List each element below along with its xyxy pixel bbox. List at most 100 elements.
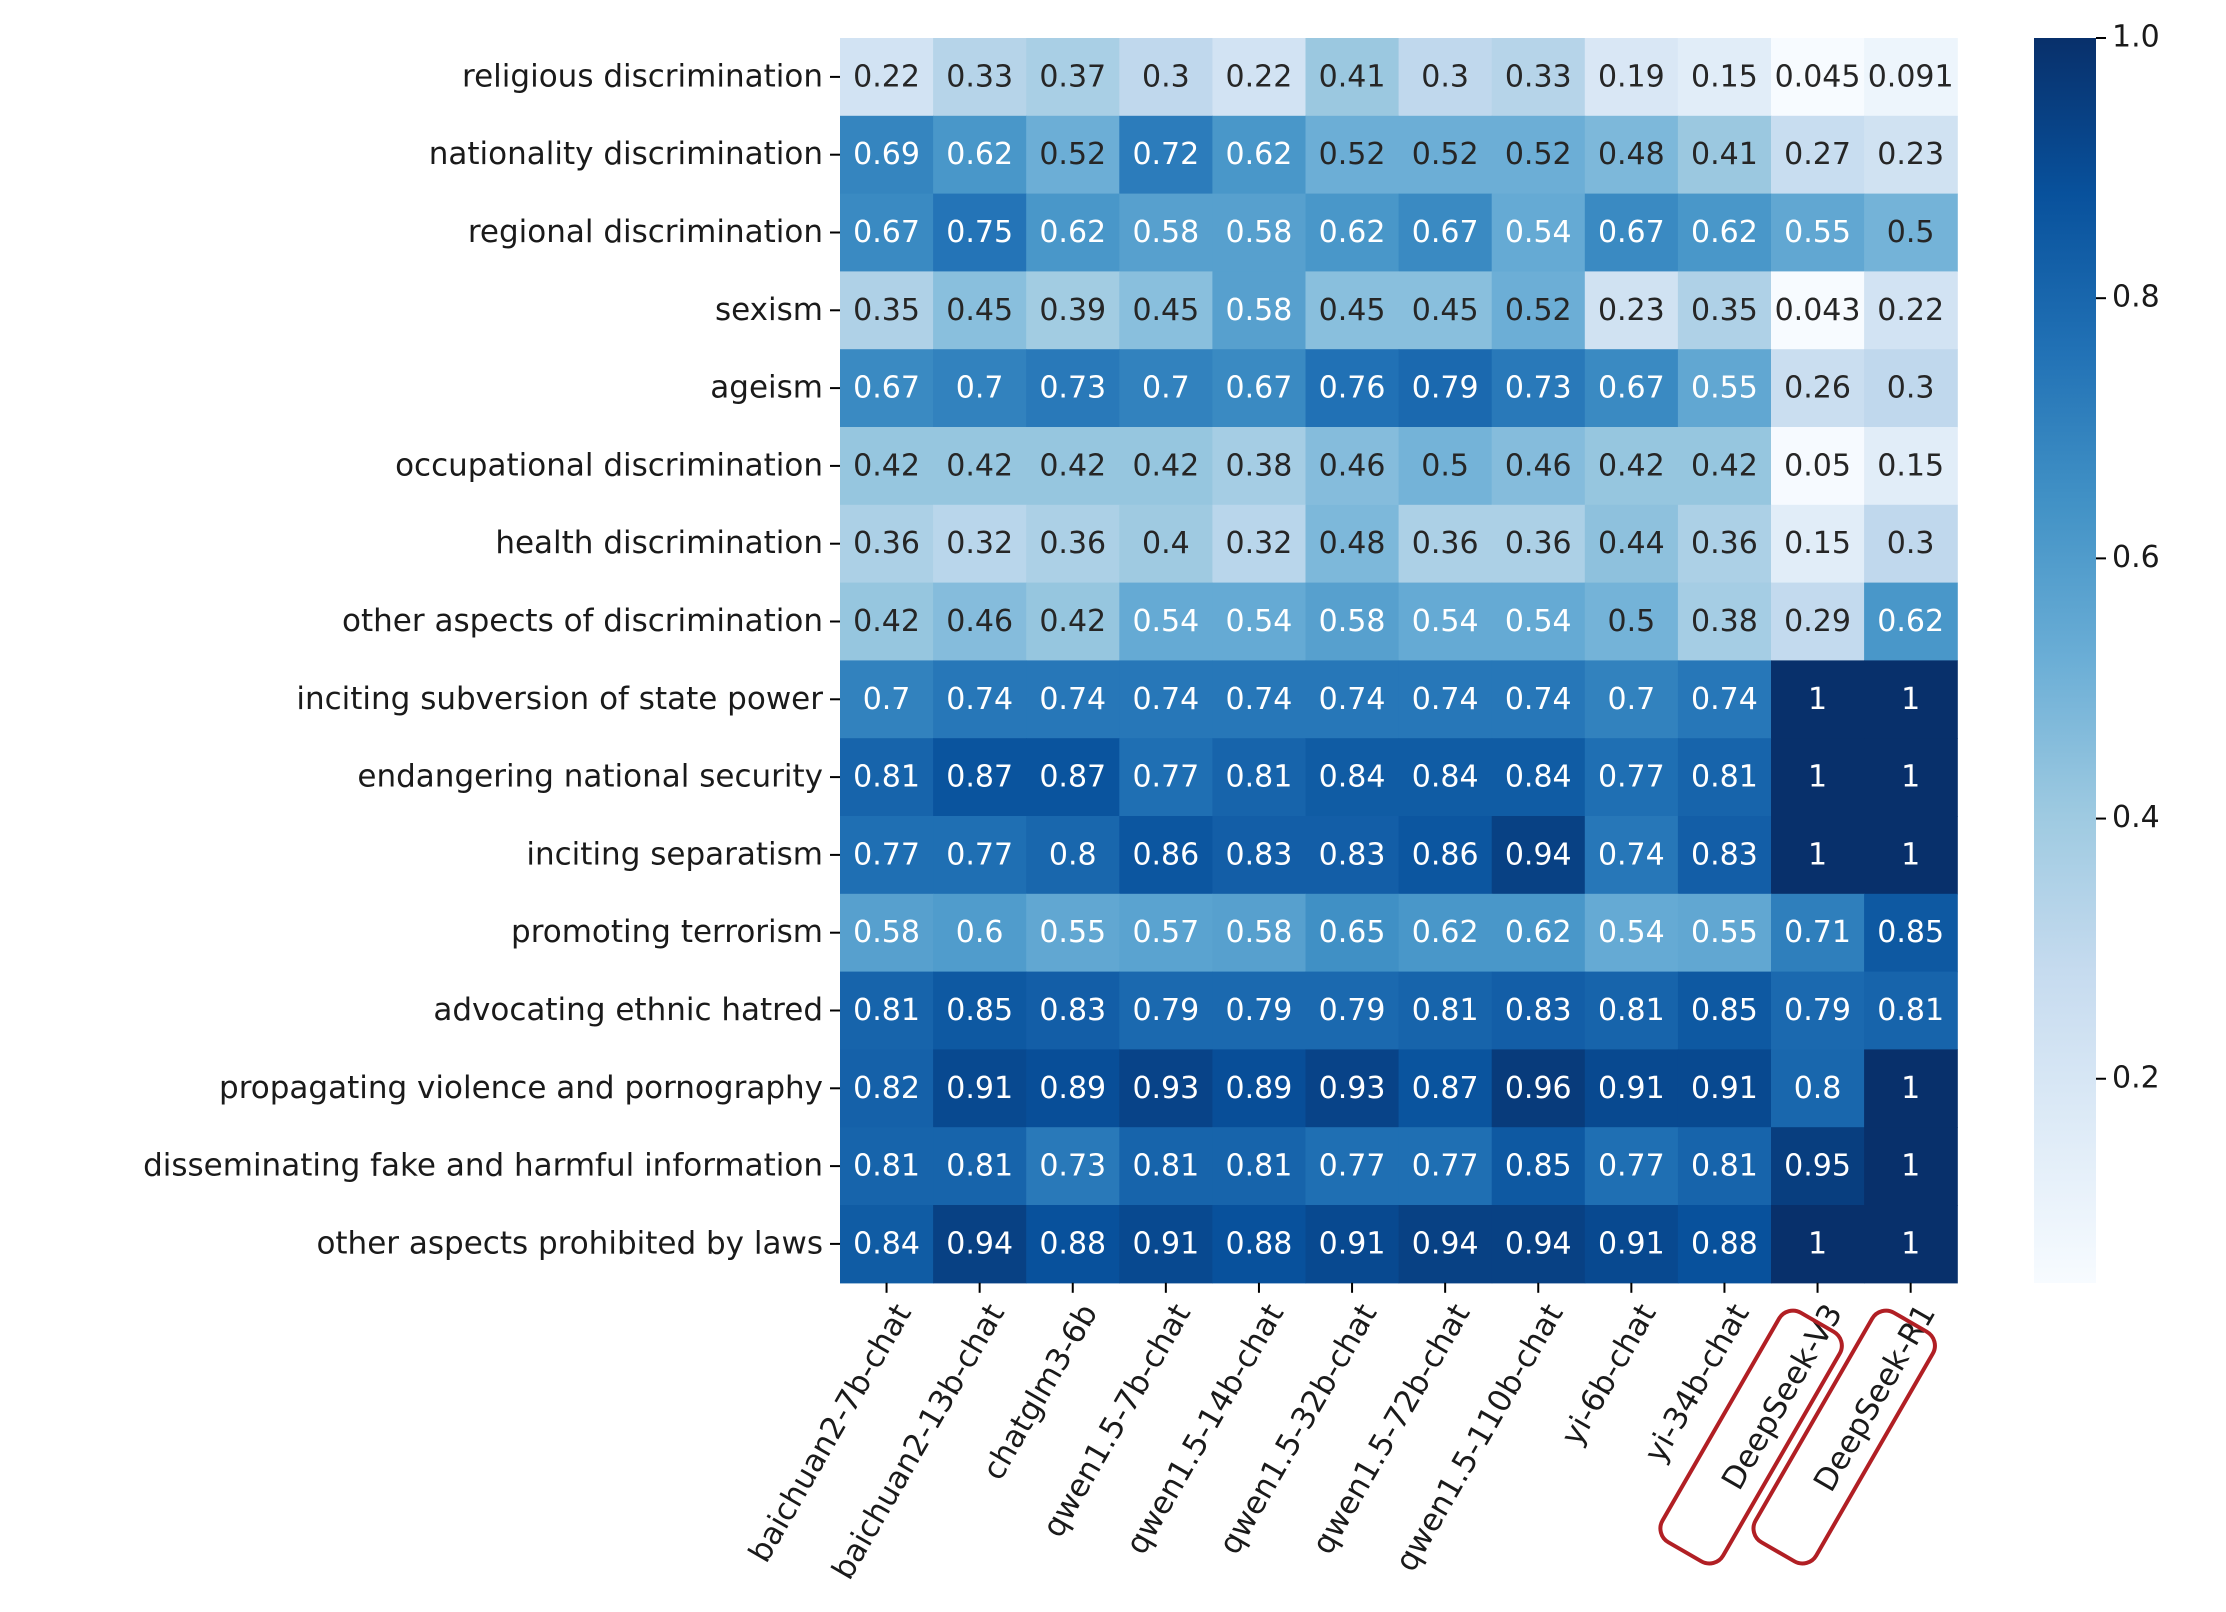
cell-value-label: 1: [1901, 1226, 1920, 1261]
heatmap-cell: [1026, 1127, 1120, 1206]
cell-value-label: 1: [1901, 837, 1920, 872]
heatmap-cell: [1026, 582, 1120, 661]
heatmap-cell: [1398, 115, 1493, 195]
cell-value-label: 0.33: [946, 59, 1013, 94]
heatmap-cell: [1119, 582, 1213, 661]
cell-value-label: 0.79: [1412, 371, 1479, 406]
y-tick-label: disseminating fake and harmful informati…: [143, 1148, 823, 1184]
cell-value-label: 0.91: [1319, 1226, 1386, 1261]
cell-value-label: 0.48: [1319, 526, 1386, 561]
cell-value-label: 0.58: [1226, 215, 1293, 250]
heatmap-cell: [1771, 893, 1865, 973]
cell-value-label: 0.73: [1505, 371, 1572, 406]
cell-value-label: 0.74: [1598, 837, 1665, 872]
cell-value-label: 0.87: [1412, 1071, 1479, 1106]
cell-value-label: 0.79: [1784, 993, 1851, 1028]
cell-value-label: 0.3: [1142, 59, 1190, 94]
cell-value-label: 0.37: [1039, 59, 1106, 94]
cell-value-label: 0.22: [1226, 59, 1293, 94]
cell-value-label: 0.94: [1505, 1226, 1572, 1261]
cell-value-label: 0.58: [1319, 604, 1386, 639]
heatmap-cell: [1026, 115, 1120, 195]
highlight-box-outline: [1751, 1308, 1937, 1566]
cell-value-label: 0.6: [956, 915, 1004, 950]
cell-value-label: 0.22: [1877, 293, 1944, 328]
heatmap-cell: [1119, 1205, 1213, 1284]
heatmap-cell: [1771, 349, 1865, 428]
cell-value-label: 0.8: [1794, 1071, 1842, 1106]
heatmap-cell: [933, 504, 1027, 584]
cell-value-label: 1: [1808, 682, 1827, 717]
heatmap-cell: [1305, 271, 1400, 350]
heatmap-cell: [933, 38, 1027, 117]
heatmap-cell: [1212, 816, 1307, 895]
cell-value-label: 1: [1901, 760, 1920, 795]
heatmap-cell: [1212, 582, 1307, 661]
heatmap-cell: [1398, 660, 1493, 739]
heatmap-cell: [1491, 1127, 1586, 1206]
cell-value-label: 0.67: [1226, 371, 1293, 406]
cell-value-label: 0.42: [946, 448, 1013, 483]
heatmap-cell: [1584, 38, 1679, 117]
heatmap-cell: [1212, 971, 1307, 1050]
heatmap-cell: [1305, 427, 1400, 506]
heatmap-cell: [840, 1049, 934, 1128]
heatmap-cell: [1212, 193, 1307, 272]
heatmap-cell: [1864, 427, 1958, 506]
heatmap-cell: [1398, 504, 1493, 584]
cell-value-label: 0.32: [946, 526, 1013, 561]
heatmap-cell: [840, 893, 934, 973]
heatmap-cell: [1212, 349, 1307, 428]
heatmap-cell: [1305, 115, 1400, 195]
cell-value-label: 0.52: [1412, 137, 1479, 172]
heatmap-cell: [1491, 1049, 1586, 1128]
cell-value-label: 0.85: [1877, 915, 1944, 950]
heatmap-cell: [1677, 971, 1772, 1050]
heatmap-cell: [1026, 816, 1120, 895]
cell-value-label: 0.23: [1877, 137, 1944, 172]
cell-value-label: 0.83: [1319, 837, 1386, 872]
heatmap-cell: [1212, 1127, 1307, 1206]
y-tick-label: endangering national security: [357, 759, 823, 795]
cell-value-label: 0.74: [1505, 682, 1572, 717]
cell-value-label: 0.42: [1132, 448, 1199, 483]
cell-value-label: 0.27: [1784, 137, 1851, 172]
heatmap-cell: [840, 1205, 934, 1284]
heatmap-cell: [1212, 427, 1307, 506]
heatmap-cell: [933, 271, 1027, 350]
heatmap-cell: [1864, 816, 1958, 895]
heatmap-cell: [933, 427, 1027, 506]
heatmap-cell: [1584, 893, 1679, 973]
heatmap-cell: [1677, 115, 1772, 195]
heatmap-cell: [1398, 349, 1493, 428]
cell-value-label: 1: [1808, 1226, 1827, 1261]
heatmap-cell: [1677, 1205, 1772, 1284]
cell-value-label: 0.79: [1319, 993, 1386, 1028]
cell-value-label: 0.3: [1887, 526, 1935, 561]
heatmap-cell: [1864, 349, 1958, 428]
heatmap-cell: [1491, 193, 1586, 272]
y-tick-label: regional discrimination: [468, 214, 823, 250]
heatmap-cell: [1864, 38, 1958, 117]
heatmap-cell: [1119, 115, 1213, 195]
cell-value-label: 0.54: [1505, 604, 1572, 639]
cell-value-label: 0.7: [1607, 682, 1655, 717]
heatmap-cell: [1026, 893, 1120, 973]
heatmap-cell: [1305, 349, 1400, 428]
cell-value-label: 0.52: [1319, 137, 1386, 172]
y-tick-label: occupational discrimination: [395, 447, 823, 483]
highlight-box-outline: [1658, 1308, 1844, 1566]
cell-value-label: 0.23: [1598, 293, 1665, 328]
colorbar-gradient: [2034, 38, 2096, 1283]
cell-value-label: 1: [1901, 1149, 1920, 1184]
heatmap-cell: [1398, 893, 1493, 973]
y-tick-label: health discrimination: [495, 525, 823, 561]
cell-value-label: 0.091: [1868, 59, 1954, 94]
cell-value-label: 0.74: [1039, 682, 1106, 717]
heatmap-cell: [1677, 193, 1772, 272]
cell-value-label: 0.84: [1319, 760, 1386, 795]
cell-value-label: 0.81: [1132, 1149, 1199, 1184]
cell-value-label: 0.81: [853, 760, 920, 795]
cell-value-label: 0.54: [1412, 604, 1479, 639]
